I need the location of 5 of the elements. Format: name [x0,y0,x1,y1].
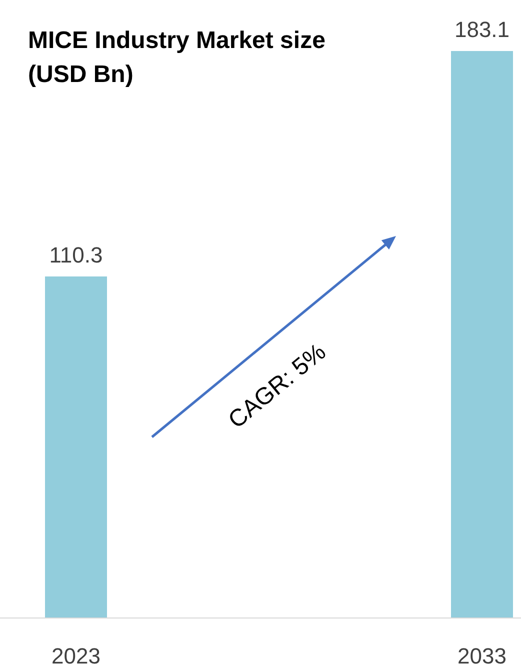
data-label: 110.3 [49,242,103,268]
x-tick-label: 2033 [458,644,506,669]
x-tick-label: 2023 [52,644,100,669]
data-label: 183.1 [454,17,510,42]
chart-title: MICE Industry Market size (USD Bn) [28,27,326,88]
